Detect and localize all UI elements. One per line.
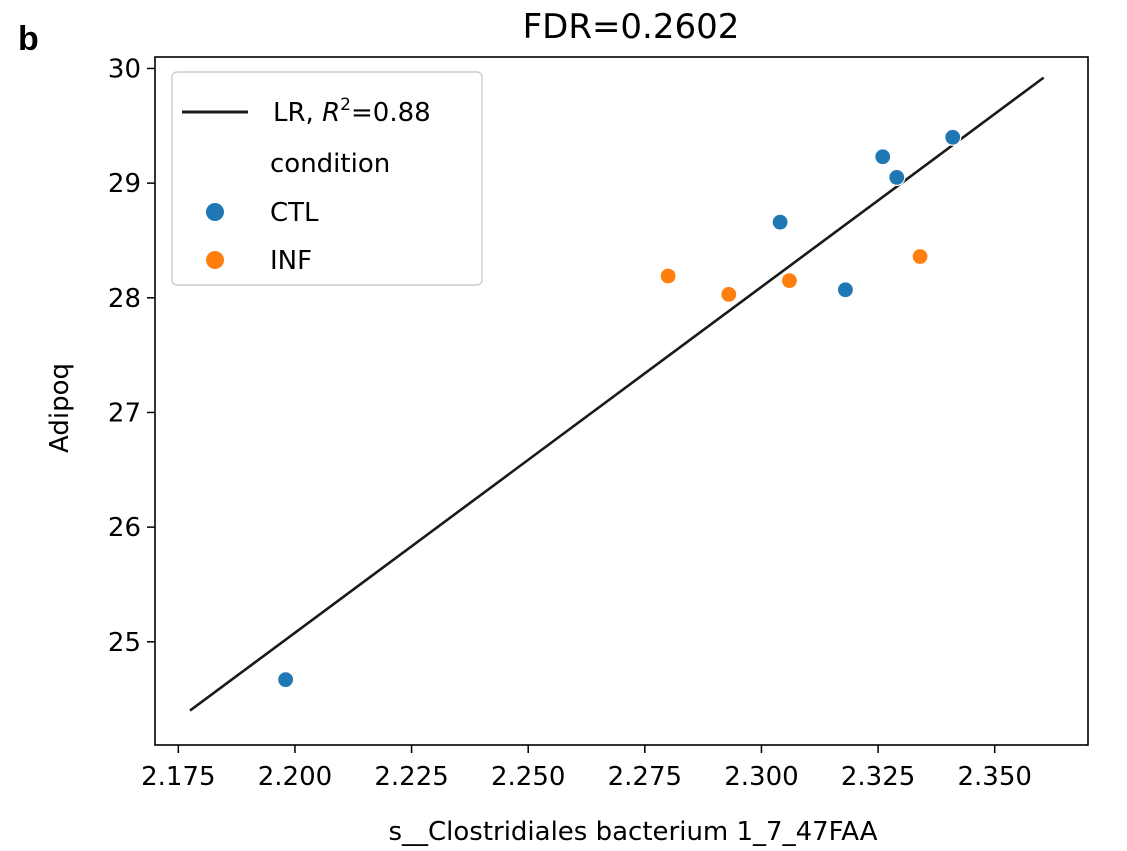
point-ctl-3	[874, 148, 892, 166]
panel-letter: b	[18, 20, 39, 58]
y-tick-label: 29	[108, 169, 141, 199]
point-ctl-1	[771, 213, 789, 231]
legend-line-label-prefix: LR,	[273, 98, 322, 128]
legend-line-label-var: R	[322, 98, 340, 128]
legend-line-label: LR, R2=0.88	[273, 95, 431, 128]
x-tick-label: 2.175	[141, 762, 215, 792]
x-tick-label: 2.250	[491, 762, 565, 792]
point-inf-0	[659, 267, 677, 285]
y-axis-label: Adipoq	[45, 363, 75, 453]
point-ctl-0	[277, 671, 295, 689]
legend-marker-ctl	[206, 203, 224, 221]
y-tick-label: 25	[108, 628, 141, 658]
x-tick-label: 2.225	[374, 762, 448, 792]
legend-label-ctl: CTL	[270, 198, 319, 228]
x-tick-label: 2.325	[841, 762, 915, 792]
x-tick-label: 2.300	[724, 762, 798, 792]
y-tick-label: 26	[108, 513, 141, 543]
y-tick-label: 28	[108, 284, 141, 314]
y-tick-label: 27	[108, 398, 141, 428]
legend-box	[171, 71, 483, 286]
point-ctl-4	[888, 168, 906, 186]
x-tick-label: 2.200	[258, 762, 332, 792]
plot-area: 2.175 2.200 2.225 2.250 2.275 2.300 2.325 2.350…	[108, 54, 1089, 792]
point-inf-3	[911, 247, 929, 266]
legend-marker-inf	[206, 251, 224, 269]
x-tick-label: 2.350	[957, 762, 1031, 792]
legend-line-label-sup: 2	[340, 95, 351, 115]
point-ctl-2	[836, 281, 855, 299]
legend-label-inf: INF	[270, 246, 312, 276]
x-tick-label: 2.275	[608, 762, 682, 792]
point-ctl-5	[944, 128, 962, 146]
axes-frame	[154, 56, 1089, 746]
point-inf-1	[720, 285, 738, 303]
point-inf-2	[780, 272, 799, 290]
y-tick-label: 30	[108, 54, 141, 84]
chart-title: FDR=0.2602	[523, 7, 740, 47]
legend-group-title: condition	[270, 149, 390, 179]
x-axis-label: s__Clostridiales bacterium 1_7_47FAA	[388, 817, 877, 847]
legend-line-label-suffix: =0.88	[351, 98, 431, 128]
legend: LR, R2=0.88 condition CTL INF	[171, 71, 483, 286]
